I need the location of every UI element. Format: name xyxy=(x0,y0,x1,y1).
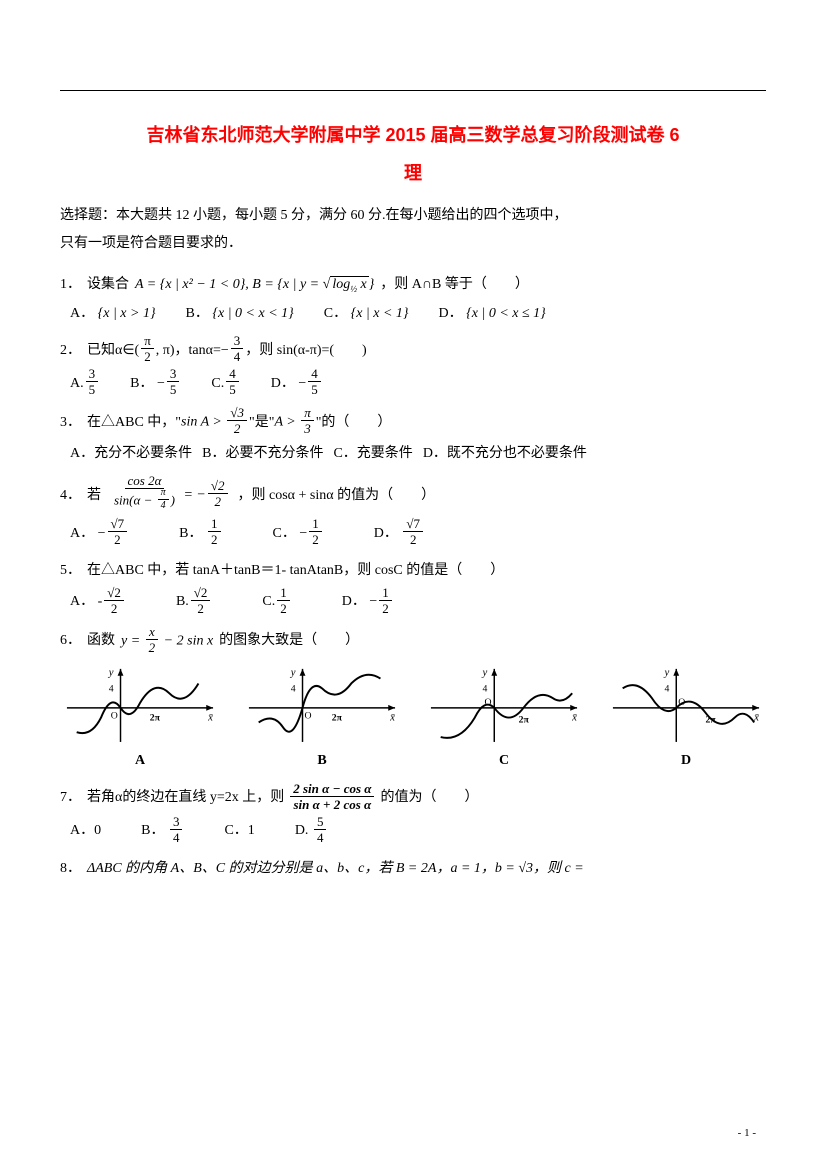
q2-option-d: D． −45 xyxy=(271,369,323,398)
q3-mid: "是" xyxy=(249,410,274,435)
q2-mid2: ，则 sin(α-π)=( ) xyxy=(245,338,366,363)
q7-suffix: 的值为（ ） xyxy=(380,785,478,810)
q4-option-d: D． √72 xyxy=(374,519,425,548)
q1-option-c: C． {x | x < 1} xyxy=(324,301,409,326)
q1-option-d: D． {x | 0 < x ≤ 1} xyxy=(439,301,546,326)
q6-graphs: x̄ y O 4 2π A x̄ y O 4 2π B xyxy=(60,664,766,774)
q4-option-c: C． −12 xyxy=(273,519,324,548)
q2-prefix: 已知α∈( xyxy=(87,338,139,363)
q7-option-b: B． 34 xyxy=(141,817,184,846)
q3-cond2: A > π3 xyxy=(274,408,315,437)
q2-option-b: B． −35 xyxy=(130,369,181,398)
q1-option-b: B． {x | 0 < x < 1} xyxy=(186,301,294,326)
q7-option-c: C．1 xyxy=(224,818,254,843)
question-4: 4． 若 cos 2αsin(α − π4) = −√22 ，则 cosα + … xyxy=(60,476,766,548)
q5-text: 在△ABC 中，若 tanA＋tanB＝1- tanAtanB，则 cosC 的… xyxy=(87,558,504,583)
q4-option-a: A． −√72 xyxy=(70,519,129,548)
svg-text:y: y xyxy=(482,666,488,678)
svg-text:O: O xyxy=(485,696,492,707)
q6-prefix: 函数 xyxy=(87,628,115,653)
question-8: 8． ΔABC 的内角 A、B、C 的对边分别是 a、b、c，若 B = 2A，… xyxy=(60,856,766,881)
svg-text:4: 4 xyxy=(109,683,114,694)
header-rule xyxy=(60,90,766,91)
sub-title: 理 xyxy=(60,159,766,185)
q2-mid1: , π)，tanα=− xyxy=(156,338,229,363)
graph-a-label: A xyxy=(135,748,145,773)
instruction-line-2: 只有一项是符合题目要求的． xyxy=(60,233,766,255)
q3-prefix: 在△ABC 中，" xyxy=(87,410,181,435)
q4-number: 4． xyxy=(60,483,81,508)
q1-prefix: 设集合 xyxy=(87,272,129,297)
svg-text:4: 4 xyxy=(665,683,670,694)
q1-number: 1． xyxy=(60,272,81,297)
question-3: 3． 在△ABC 中，" sin A > √32 "是" A > π3 "的（ … xyxy=(60,408,766,466)
q3-option-a: A．充分不必要条件 xyxy=(70,441,192,466)
svg-text:O: O xyxy=(304,710,311,721)
q3-option-d: D．既不充分也不必要条件 xyxy=(423,441,587,466)
svg-text:x̄: x̄ xyxy=(207,711,213,723)
q7-number: 7． xyxy=(60,785,81,810)
svg-text:x̄: x̄ xyxy=(571,711,577,723)
q2-number: 2． xyxy=(60,338,81,363)
svg-text:y: y xyxy=(108,666,114,678)
q8-number: 8． xyxy=(60,856,81,881)
q3-number: 3． xyxy=(60,410,81,435)
graph-b-label: B xyxy=(317,748,326,773)
q3-cond1: sin A > √32 xyxy=(181,408,249,437)
q6-formula: y = x2 − 2 sin x xyxy=(121,627,213,656)
q2-option-a: A.35 xyxy=(70,369,100,398)
question-1: 1． 设集合 A = {x | x² − 1 < 0}, B = {x | y … xyxy=(60,272,766,326)
q7-prefix: 若角α的终边在直线 y=2x 上，则 xyxy=(87,785,284,810)
question-2: 2． 已知α∈( π2 , π)，tanα=− 34 ，则 sin(α-π)=(… xyxy=(60,336,766,398)
q4-prefix: 若 xyxy=(87,483,101,508)
q7-formula: 2 sin α − cos αsin α + 2 cos α xyxy=(288,784,376,813)
question-6: 6． 函数 y = x2 − 2 sin x 的图象大致是（ ） x̄ y O … xyxy=(60,627,766,774)
svg-text:O: O xyxy=(111,710,118,721)
main-title: 吉林省东北师范大学附属中学 2015 届高三数学总复习阶段测试卷 6 xyxy=(60,121,766,147)
q7-option-d: D. 54 xyxy=(295,817,329,846)
q3-option-c: C．充要条件 xyxy=(333,441,412,466)
q1-suffix: ，则 A∩B 等于（ ） xyxy=(380,272,529,297)
svg-text:2π: 2π xyxy=(332,712,343,723)
question-7: 7． 若角α的终边在直线 y=2x 上，则 2 sin α − cos αsin… xyxy=(60,784,766,846)
svg-text:2π: 2π xyxy=(150,712,161,723)
q6-number: 6． xyxy=(60,628,81,653)
page-number: - 1 - xyxy=(738,1127,756,1139)
question-5: 5． 在△ABC 中，若 tanA＋tanB＝1- tanAtanB，则 cos… xyxy=(60,558,766,616)
q5-option-c: C.12 xyxy=(262,588,291,617)
q5-option-a: A． -√22 xyxy=(70,588,126,617)
graph-d: x̄ y O 4 2π D xyxy=(606,664,766,774)
svg-text:y: y xyxy=(664,666,670,678)
q4-suffix: ，则 cosα + sinα 的值为（ ） xyxy=(238,483,436,508)
q3-option-b: B．必要不充分条件 xyxy=(202,441,323,466)
q2-option-c: C.45 xyxy=(211,369,240,398)
q5-number: 5． xyxy=(60,558,81,583)
svg-text:x̄: x̄ xyxy=(389,711,395,723)
q1-option-a: A． {x | x > 1} xyxy=(70,301,156,326)
svg-text:y: y xyxy=(290,666,296,678)
three-over-four: 34 xyxy=(231,334,244,363)
graph-b: x̄ y O 4 2π B xyxy=(242,664,402,774)
graph-c: x̄ y O 4 2π C xyxy=(424,664,584,774)
svg-text:4: 4 xyxy=(483,683,488,694)
svg-text:2π: 2π xyxy=(519,714,530,725)
pi-over-2: π2 xyxy=(141,334,154,363)
instruction-line-1: 选择题：本大题共 12 小题，每小题 5 分，满分 60 分.在每小题给出的四个… xyxy=(60,205,766,227)
q6-suffix: 的图象大致是（ ） xyxy=(219,628,359,653)
graph-a: x̄ y O 4 2π A xyxy=(60,664,220,774)
q4-formula: cos 2αsin(α − π4) = −√22 xyxy=(109,476,230,515)
q5-option-b: B.√22 xyxy=(176,588,212,617)
q3-suffix: "的（ ） xyxy=(316,410,392,435)
q8-text: ΔABC 的内角 A、B、C 的对边分别是 a、b、c，若 B = 2A，a =… xyxy=(87,856,584,881)
q5-option-d: D． −12 xyxy=(342,588,394,617)
q4-option-b: B． 12 xyxy=(179,519,222,548)
graph-c-label: C xyxy=(499,748,509,773)
q7-option-a: A．0 xyxy=(70,818,101,843)
svg-text:4: 4 xyxy=(291,683,296,694)
q1-formula: A = {x | x² − 1 < 0}, B = {x | y = √log½… xyxy=(135,272,374,297)
graph-d-label: D xyxy=(681,748,691,773)
